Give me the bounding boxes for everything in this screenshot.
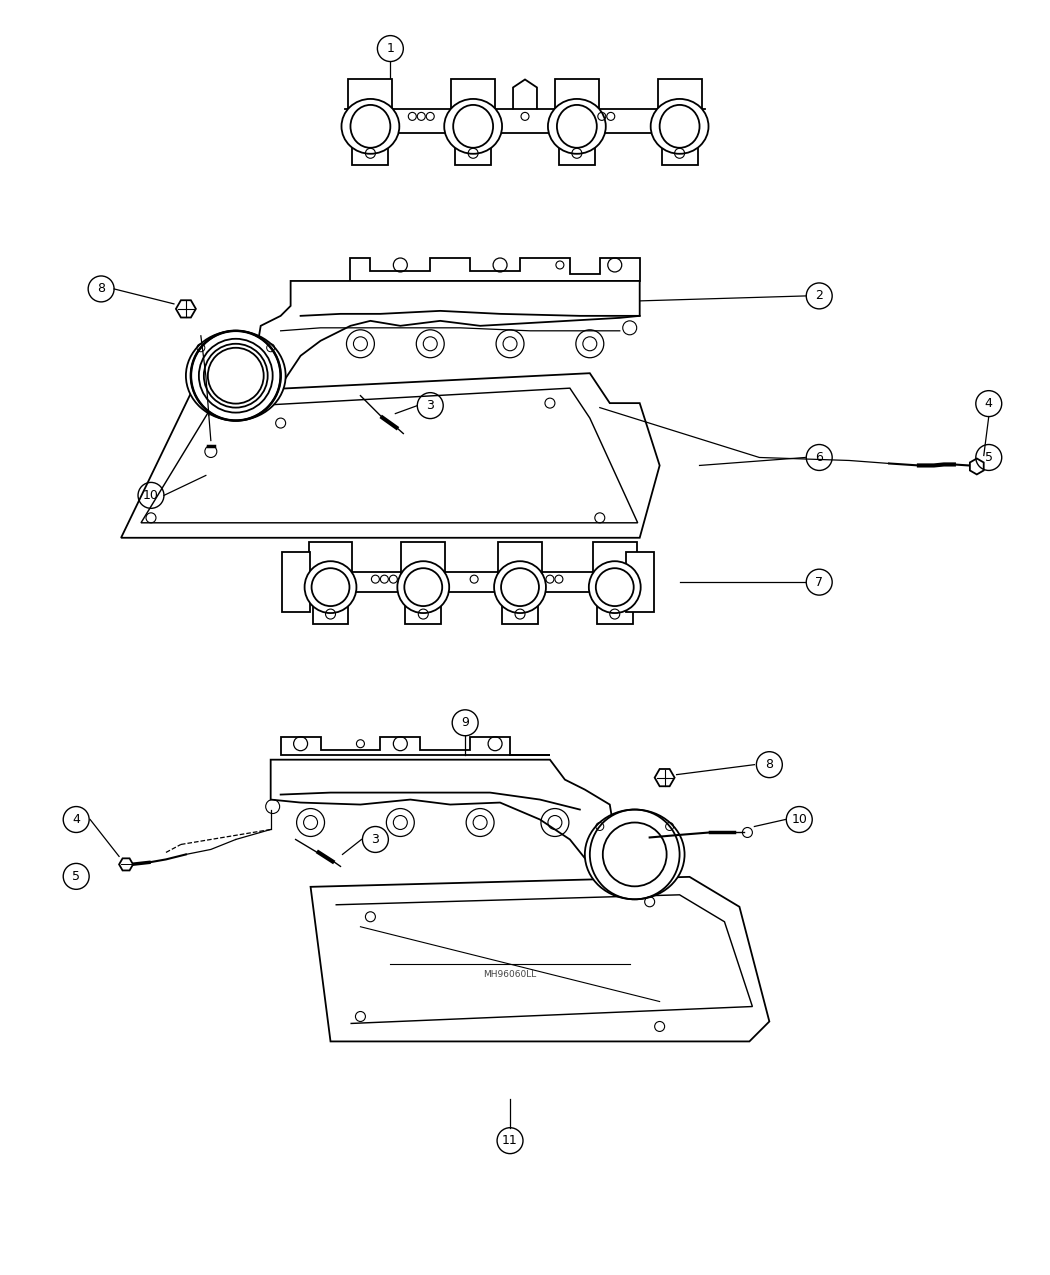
Ellipse shape	[651, 99, 709, 154]
FancyBboxPatch shape	[596, 592, 633, 623]
FancyBboxPatch shape	[626, 552, 654, 612]
FancyBboxPatch shape	[452, 79, 496, 111]
Text: 5: 5	[72, 870, 80, 882]
Polygon shape	[121, 374, 659, 538]
Ellipse shape	[304, 561, 356, 613]
Text: 3: 3	[372, 833, 379, 847]
Text: 7: 7	[815, 575, 823, 589]
FancyBboxPatch shape	[313, 592, 349, 623]
Polygon shape	[654, 769, 674, 787]
FancyBboxPatch shape	[405, 592, 441, 623]
FancyBboxPatch shape	[657, 79, 701, 111]
Text: MH96060LL: MH96060LL	[483, 969, 537, 979]
Polygon shape	[141, 388, 637, 523]
FancyBboxPatch shape	[281, 552, 310, 612]
Ellipse shape	[495, 561, 546, 613]
Polygon shape	[271, 760, 620, 870]
Text: 2: 2	[815, 289, 823, 302]
Text: 9: 9	[461, 717, 469, 729]
Ellipse shape	[548, 99, 606, 154]
FancyBboxPatch shape	[502, 592, 538, 623]
Ellipse shape	[454, 105, 494, 148]
Text: 3: 3	[426, 399, 435, 412]
FancyBboxPatch shape	[662, 134, 697, 166]
Ellipse shape	[351, 105, 391, 148]
Ellipse shape	[585, 810, 685, 899]
Text: 6: 6	[815, 451, 823, 464]
Ellipse shape	[595, 569, 634, 606]
Ellipse shape	[589, 561, 640, 613]
Ellipse shape	[444, 99, 502, 154]
Polygon shape	[970, 459, 984, 474]
Text: 11: 11	[502, 1135, 518, 1148]
Text: 5: 5	[985, 451, 992, 464]
Ellipse shape	[397, 561, 449, 613]
Polygon shape	[311, 877, 770, 1042]
Text: 10: 10	[143, 488, 159, 502]
Text: 10: 10	[792, 813, 807, 826]
FancyBboxPatch shape	[401, 542, 445, 574]
Ellipse shape	[186, 330, 286, 421]
Polygon shape	[280, 737, 550, 755]
FancyBboxPatch shape	[554, 79, 598, 111]
FancyBboxPatch shape	[559, 134, 594, 166]
FancyBboxPatch shape	[309, 542, 353, 574]
Polygon shape	[351, 258, 639, 280]
Ellipse shape	[659, 105, 699, 148]
Ellipse shape	[341, 99, 399, 154]
Text: 1: 1	[386, 42, 395, 55]
FancyBboxPatch shape	[353, 134, 388, 166]
Text: 8: 8	[97, 283, 105, 296]
FancyBboxPatch shape	[456, 134, 491, 166]
Text: 4: 4	[985, 397, 992, 411]
Ellipse shape	[556, 105, 596, 148]
FancyBboxPatch shape	[498, 542, 542, 574]
Polygon shape	[119, 858, 133, 871]
Text: 4: 4	[72, 813, 80, 826]
Text: 8: 8	[765, 759, 774, 771]
Polygon shape	[251, 280, 639, 390]
Polygon shape	[176, 300, 196, 317]
Ellipse shape	[312, 569, 350, 606]
Ellipse shape	[404, 569, 442, 606]
Ellipse shape	[501, 569, 539, 606]
FancyBboxPatch shape	[349, 79, 393, 111]
FancyBboxPatch shape	[593, 542, 636, 574]
